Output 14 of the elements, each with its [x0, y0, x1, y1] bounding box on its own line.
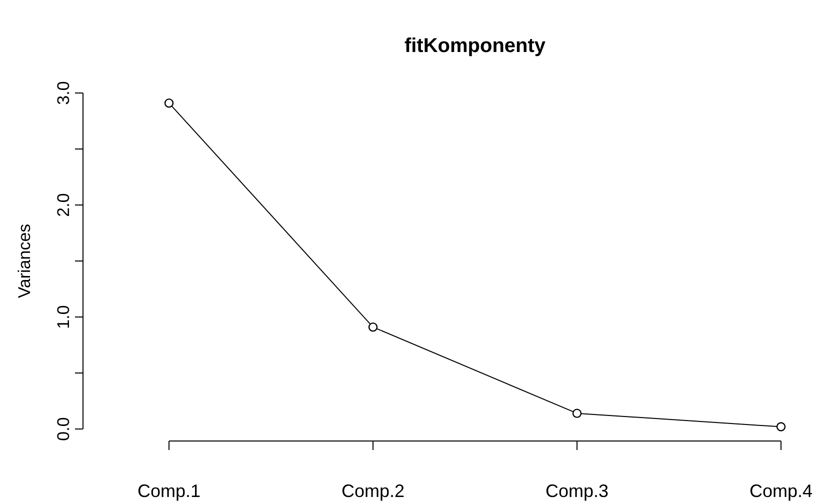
x-tick-label: Comp.2 [341, 481, 405, 501]
x-tick-label: Comp.1 [137, 481, 201, 501]
point [368, 322, 378, 332]
y-axis-title: Variances [15, 224, 34, 298]
chart-title: fitKomponenty [404, 35, 546, 57]
point [776, 422, 786, 432]
x-tick-label: Comp.4 [749, 481, 813, 501]
point [164, 98, 174, 108]
point [572, 408, 582, 418]
y-tick-label: 0.0 [54, 417, 73, 441]
y-tick-label: 2.0 [54, 193, 73, 217]
y-tick-label: 1.0 [54, 305, 73, 329]
x-tick-label: Comp.3 [545, 481, 609, 501]
y-tick-label: 3.0 [54, 81, 73, 105]
